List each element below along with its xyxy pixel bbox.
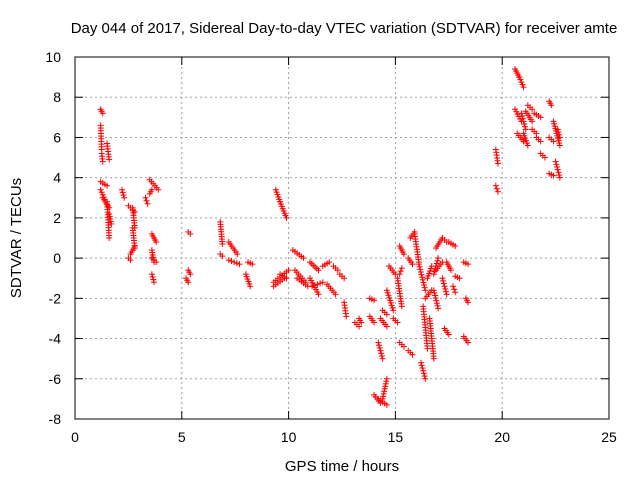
plot-frame: [74, 56, 610, 420]
axis-ticks: [74, 56, 610, 420]
x-tick-label: 10: [281, 429, 297, 445]
data-points: [97, 66, 563, 408]
y-tick-label: 4: [53, 170, 61, 186]
y-tick-label: 0: [53, 250, 61, 266]
x-tick-labels: 0 5 10 15 20 25: [71, 429, 617, 445]
y-tick-label: -6: [49, 371, 62, 387]
y-tick-label: 2: [53, 210, 61, 226]
y-tick-label: 8: [53, 89, 61, 105]
y-tick-label: -8: [49, 411, 62, 427]
y-tick-label: 10: [45, 49, 61, 65]
x-tick-label: 5: [178, 429, 186, 445]
x-axis-label: GPS time / hours: [285, 458, 399, 475]
chart-title: Day 044 of 2017, Sidereal Day-to-day VTE…: [71, 20, 618, 37]
x-tick-label: 0: [71, 429, 79, 445]
y-axis-label: SDTVAR / TECUs: [8, 178, 25, 298]
y-tick-label: -4: [49, 331, 62, 347]
y-tick-label: -2: [49, 290, 62, 306]
x-tick-label: 15: [388, 429, 404, 445]
y-tick-label: 6: [53, 129, 61, 145]
y-tick-labels: -8 -6 -4 -2 0 2 4 6 8 10: [45, 49, 61, 427]
x-tick-label: 20: [494, 429, 510, 445]
x-tick-label: 25: [601, 429, 617, 445]
